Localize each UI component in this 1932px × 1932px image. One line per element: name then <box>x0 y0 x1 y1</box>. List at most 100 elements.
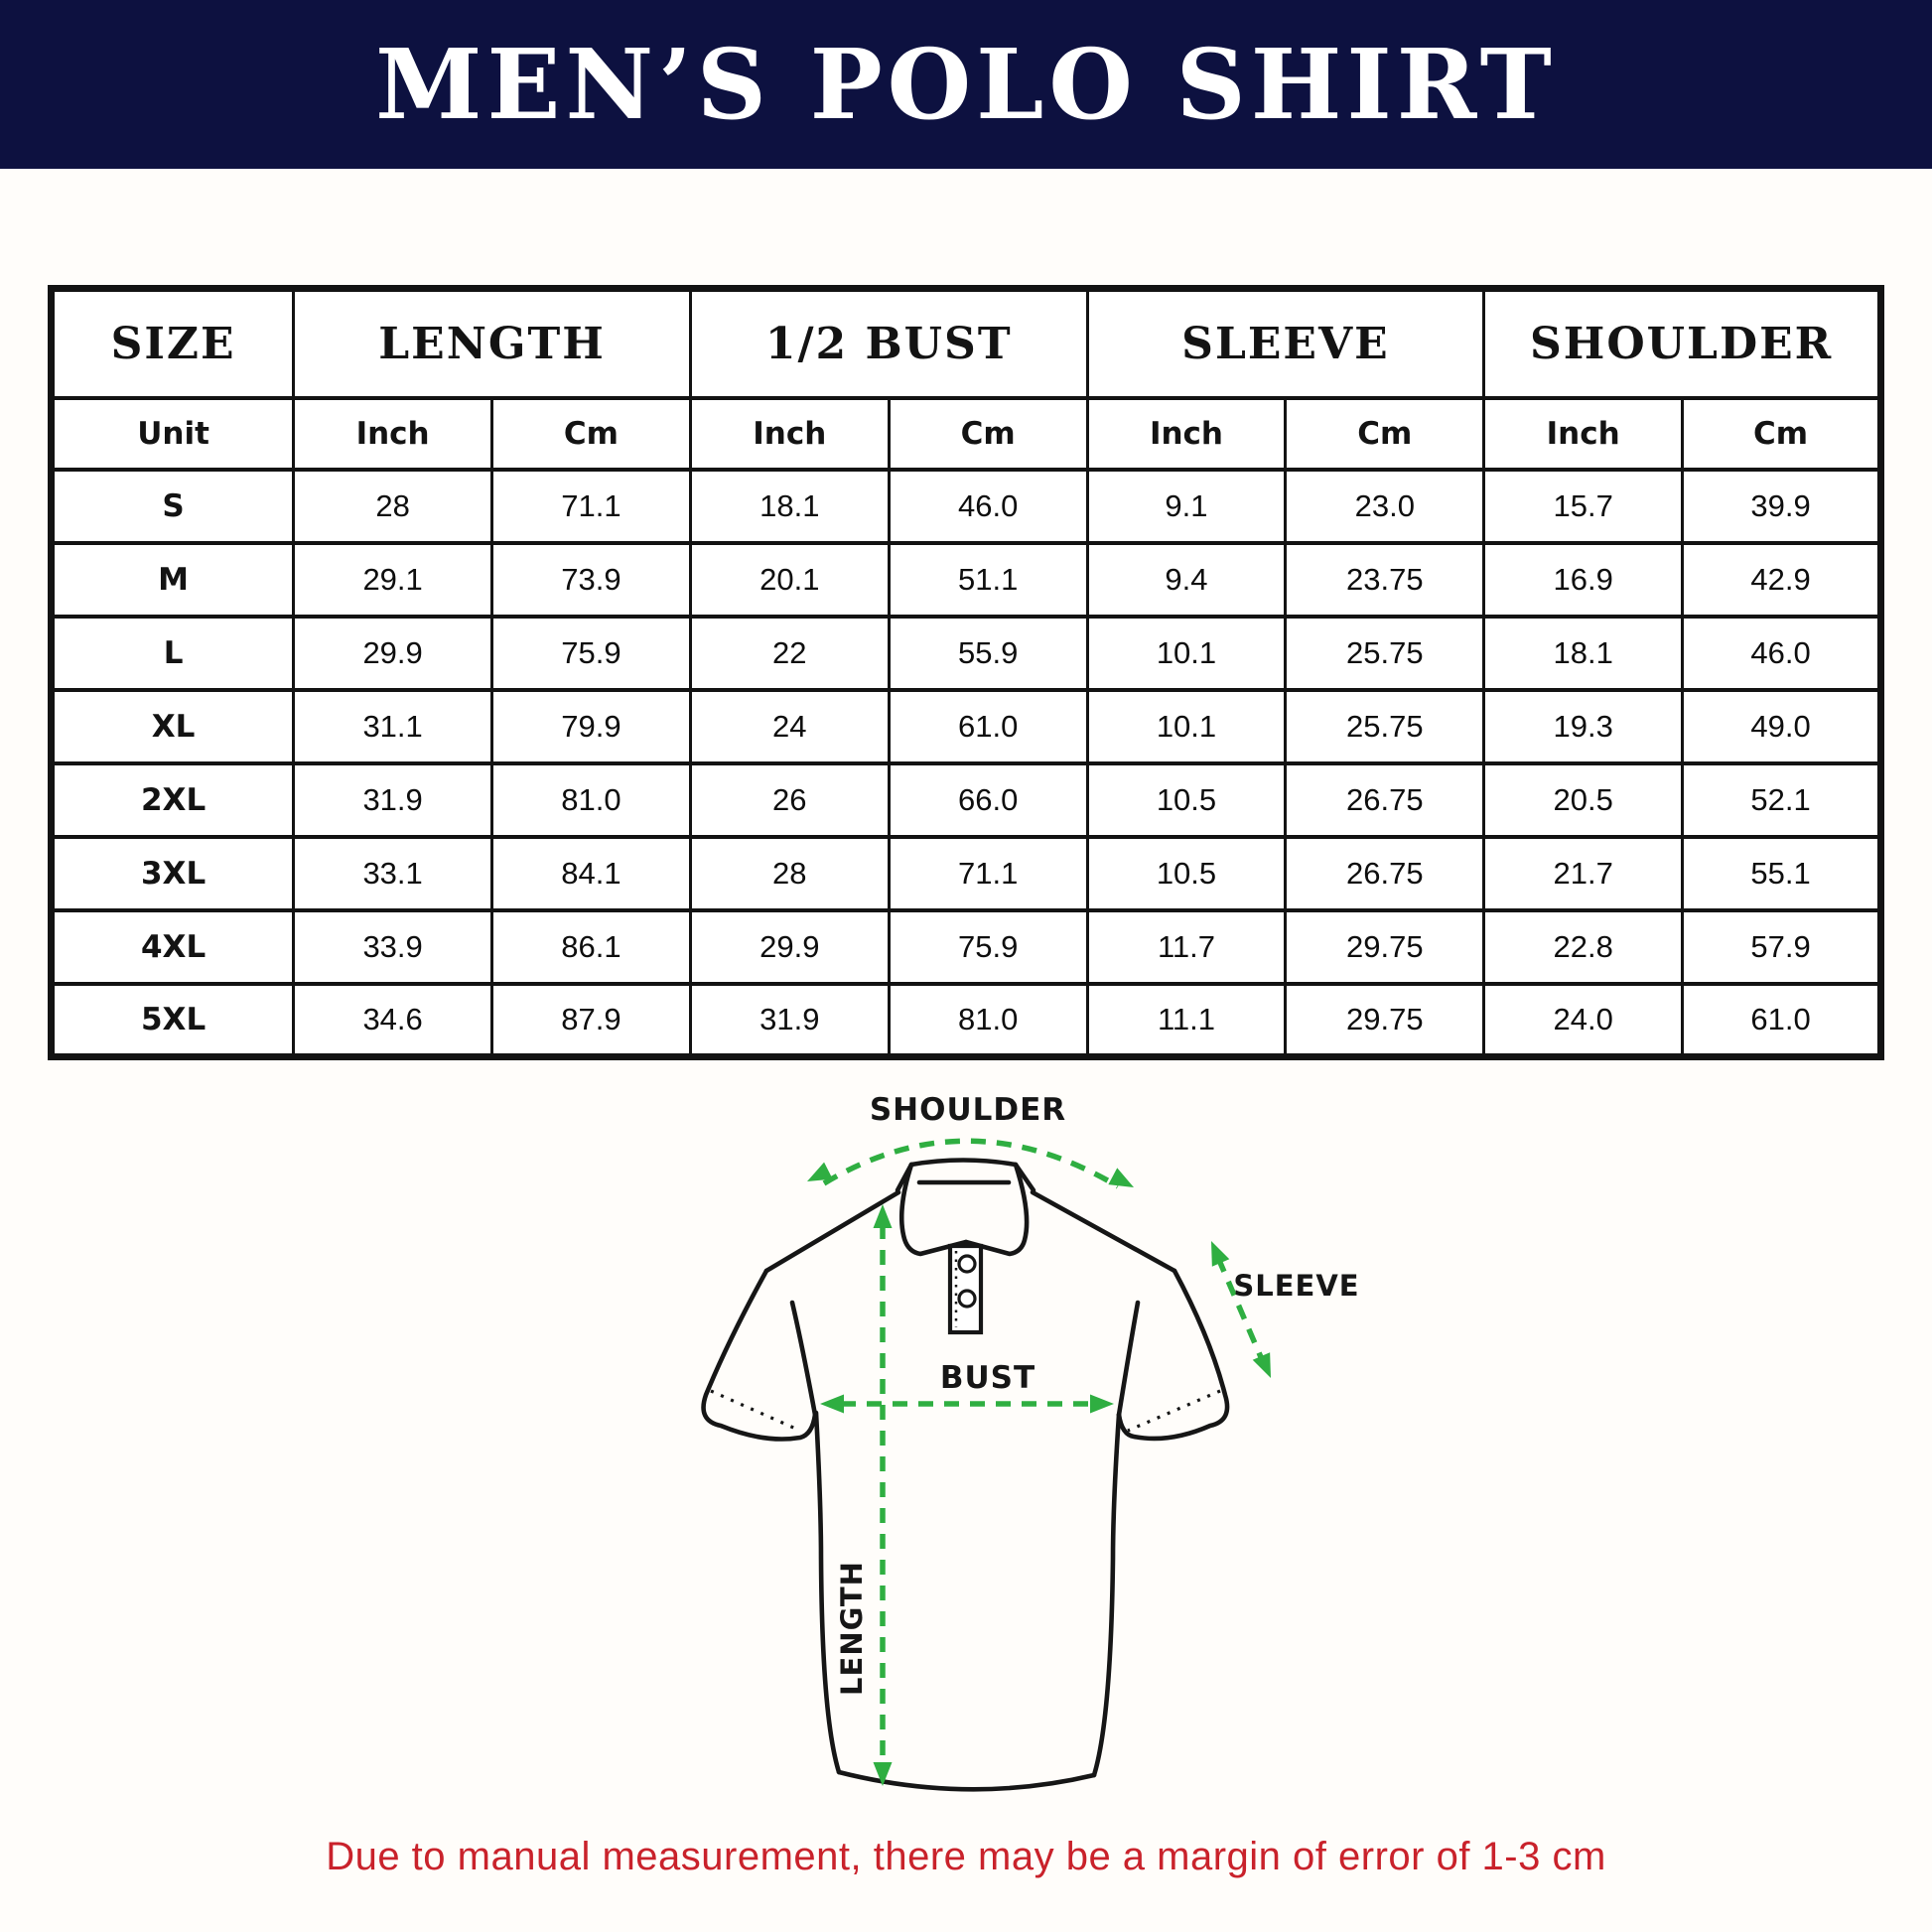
value-cell: 16.9 <box>1482 540 1685 619</box>
value-cell: 26.75 <box>1284 834 1486 912</box>
table-row: XL 31.1 79.9 24 61.0 10.1 25.75 19.3 49.0 <box>49 687 1882 765</box>
value-cell: 23.0 <box>1284 467 1486 545</box>
placket <box>947 1243 984 1335</box>
unit-cm: Cm <box>1681 395 1882 472</box>
value-cell: 28 <box>292 467 494 545</box>
value-cell: 28 <box>688 834 891 912</box>
value-cell: 39.9 <box>1681 467 1882 545</box>
value-cell: 20.1 <box>688 540 891 619</box>
value-cell: 84.1 <box>490 834 692 912</box>
value-cell: 33.1 <box>292 834 494 912</box>
value-cell: 18.1 <box>1482 614 1685 692</box>
value-cell: 10.5 <box>1085 834 1288 912</box>
value-cell: 19.3 <box>1482 687 1685 765</box>
size-table: SIZE LENGTH 1/2 BUST SLEEVE SHOULDER Uni… <box>48 285 1884 1060</box>
value-cell: 26 <box>688 760 891 839</box>
size-cell: 2XL <box>49 760 296 839</box>
size-cell: 4XL <box>49 907 296 986</box>
shoulder-label: SHOULDER <box>870 1092 1066 1128</box>
size-cell: S <box>49 467 296 545</box>
value-cell: 22 <box>688 614 891 692</box>
column-header-bust: 1/2 BUST <box>688 286 1089 400</box>
value-cell: 26.75 <box>1284 760 1486 839</box>
value-cell: 71.1 <box>490 467 692 545</box>
size-cell: XL <box>49 687 296 765</box>
size-cell: M <box>49 540 296 619</box>
button-icon <box>957 1289 977 1309</box>
table-row: 3XL 33.1 84.1 28 71.1 10.5 26.75 21.7 55.1 <box>49 834 1882 912</box>
unit-inch: Inch <box>1085 395 1288 472</box>
table-row: L 29.9 75.9 22 55.9 10.1 25.75 18.1 46.0 <box>49 614 1882 692</box>
unit-cm: Cm <box>490 395 692 472</box>
unit-inch: Inch <box>688 395 891 472</box>
measurement-lines <box>822 1138 1267 1767</box>
value-cell: 79.9 <box>490 687 692 765</box>
arrowhead-icon <box>1108 1168 1134 1187</box>
value-cell: 61.0 <box>1681 981 1882 1059</box>
column-header-length: LENGTH <box>292 286 692 400</box>
value-cell: 10.1 <box>1085 687 1288 765</box>
value-cell: 31.9 <box>688 981 891 1059</box>
shirt-outline <box>701 1158 1230 1792</box>
value-cell: 24 <box>688 687 891 765</box>
column-header-shoulder: SHOULDER <box>1482 286 1882 400</box>
value-cell: 18.1 <box>688 467 891 545</box>
value-cell: 57.9 <box>1681 907 1882 986</box>
arrowhead-icon <box>807 1162 833 1181</box>
value-cell: 55.1 <box>1681 834 1882 912</box>
value-cell: 11.7 <box>1085 907 1288 986</box>
measurement-disclaimer: Due to manual measurement, there may be … <box>326 1835 1606 1878</box>
sleeve-label: SLEEVE <box>1233 1269 1359 1303</box>
value-cell: 55.9 <box>887 614 1089 692</box>
value-cell: 11.1 <box>1085 981 1288 1059</box>
value-cell: 49.0 <box>1681 687 1882 765</box>
cuff-stitch-lines <box>710 1389 1221 1433</box>
unit-inch: Inch <box>292 395 494 472</box>
value-cell: 52.1 <box>1681 760 1882 839</box>
value-cell: 34.6 <box>292 981 494 1059</box>
unit-cm: Cm <box>1284 395 1486 472</box>
arrowhead-icon <box>873 1204 893 1228</box>
value-cell: 29.9 <box>292 614 494 692</box>
value-cell: 61.0 <box>887 687 1089 765</box>
size-cell: 5XL <box>49 981 296 1059</box>
arrowheads <box>807 1162 1271 1786</box>
length-label: LENGTH <box>835 1561 869 1696</box>
table-row: S 28 71.1 18.1 46.0 9.1 23.0 15.7 39.9 <box>49 467 1882 545</box>
sleeve-measure-line <box>1215 1256 1267 1366</box>
arrowhead-icon <box>1090 1394 1114 1414</box>
arrowhead-icon <box>873 1762 893 1786</box>
value-cell: 29.75 <box>1284 907 1486 986</box>
unit-inch: Inch <box>1482 395 1685 472</box>
arrowhead-icon <box>820 1394 844 1414</box>
table-row: 2XL 31.9 81.0 26 66.0 10.5 26.75 20.5 52.1 <box>49 760 1882 839</box>
value-cell: 22.8 <box>1482 907 1685 986</box>
value-cell: 86.1 <box>490 907 692 986</box>
value-cell: 21.7 <box>1482 834 1685 912</box>
value-cell: 71.1 <box>887 834 1089 912</box>
value-cell: 10.5 <box>1085 760 1288 839</box>
value-cell: 24.0 <box>1482 981 1685 1059</box>
table-row: 5XL 34.6 87.9 31.9 81.0 11.1 29.75 24.0 61.0 <box>49 981 1882 1059</box>
size-cell: 3XL <box>49 834 296 912</box>
table-unit-row: Unit Inch Cm Inch Cm Inch Cm Inch Cm <box>49 395 1882 472</box>
value-cell: 25.75 <box>1284 614 1486 692</box>
table-header-row: SIZE LENGTH 1/2 BUST SLEEVE SHOULDER <box>49 286 1882 400</box>
size-chart: SIZE LENGTH 1/2 BUST SLEEVE SHOULDER Uni… <box>48 285 1884 1060</box>
column-header-sleeve: SLEEVE <box>1085 286 1486 400</box>
value-cell: 75.9 <box>490 614 692 692</box>
value-cell: 29.1 <box>292 540 494 619</box>
button-icon <box>957 1254 977 1274</box>
size-cell: L <box>49 614 296 692</box>
title-banner: MEN’S POLO SHIRT <box>0 0 1932 169</box>
value-cell: 10.1 <box>1085 614 1288 692</box>
table-row: M 29.1 73.9 20.1 51.1 9.4 23.75 16.9 42.9 <box>49 540 1882 619</box>
value-cell: 81.0 <box>490 760 692 839</box>
value-cell: 46.0 <box>1681 614 1882 692</box>
value-cell: 66.0 <box>887 760 1089 839</box>
value-cell: 46.0 <box>887 467 1089 545</box>
table-row: 4XL 33.9 86.1 29.9 75.9 11.7 29.75 22.8 57.9 <box>49 907 1882 986</box>
polo-shirt-measurement-diagram: SHOULDER SLEEVE BUST LENGTH <box>526 1077 1440 1852</box>
bust-label: BUST <box>940 1360 1035 1396</box>
value-cell: 15.7 <box>1482 467 1685 545</box>
